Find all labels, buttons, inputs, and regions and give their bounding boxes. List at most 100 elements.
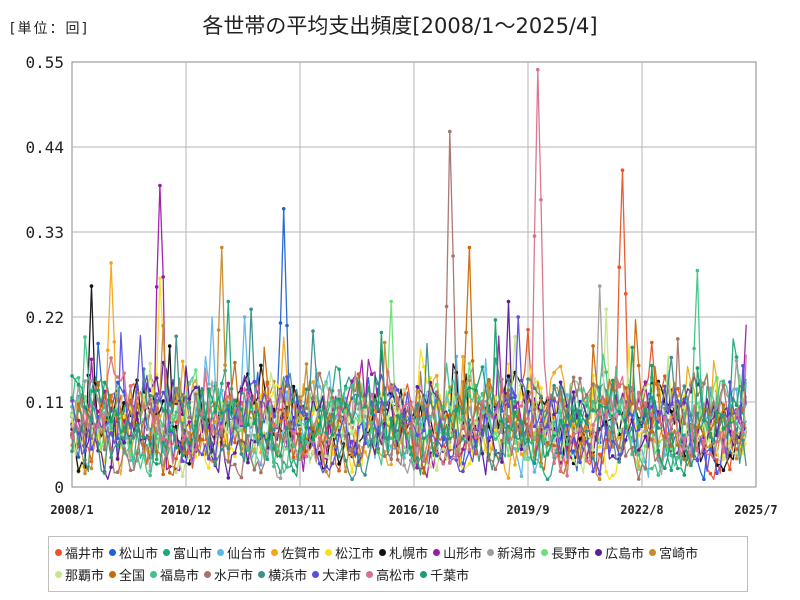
legend-label: 山形市 — [443, 546, 483, 562]
data-point — [620, 168, 625, 172]
data-point — [636, 390, 641, 395]
data-point — [597, 385, 602, 390]
legend-marker-icon — [433, 548, 441, 556]
data-point — [148, 442, 152, 446]
data-point — [689, 383, 693, 388]
data-point — [376, 421, 381, 426]
data-point — [317, 422, 322, 426]
data-point — [539, 464, 543, 469]
data-point — [324, 469, 328, 474]
data-point — [467, 394, 472, 398]
data-point — [337, 405, 341, 410]
data-point — [389, 299, 394, 304]
legend-label: 横浜市 — [268, 568, 308, 584]
data-point — [422, 436, 426, 441]
data-point — [461, 411, 465, 415]
data-point — [513, 399, 517, 404]
data-point — [578, 437, 582, 441]
data-point — [161, 360, 165, 365]
data-point — [265, 420, 270, 425]
data-point — [382, 454, 387, 459]
unit-label: [単位：回] — [10, 21, 89, 37]
data-point — [519, 378, 524, 383]
data-point — [158, 183, 162, 188]
legend-item: 大津市 — [312, 563, 361, 585]
data-point — [539, 198, 543, 202]
data-point — [415, 433, 420, 438]
data-point — [682, 436, 687, 441]
data-point — [708, 452, 713, 456]
data-point — [311, 423, 315, 428]
data-point — [441, 461, 446, 466]
data-point — [532, 408, 537, 412]
data-point — [317, 450, 322, 455]
data-point — [636, 363, 641, 368]
data-point — [519, 447, 524, 452]
data-point — [650, 430, 654, 434]
data-point — [115, 470, 120, 475]
data-point — [285, 465, 289, 469]
data-point — [435, 468, 439, 472]
data-point — [676, 416, 680, 420]
data-point — [487, 409, 491, 413]
data-point — [96, 341, 100, 346]
data-point — [500, 377, 504, 382]
data-point — [259, 363, 263, 368]
data-point — [343, 409, 348, 413]
data-point — [337, 397, 341, 402]
data-point — [506, 453, 511, 458]
legend-item: 富山市 — [163, 541, 212, 563]
data-point — [591, 448, 595, 452]
data-point — [350, 439, 354, 444]
data-point — [545, 396, 550, 400]
data-point — [721, 457, 726, 461]
data-point — [519, 432, 524, 437]
data-point — [96, 388, 100, 393]
data-point — [76, 382, 81, 387]
data-point — [213, 432, 218, 436]
data-point — [708, 444, 713, 448]
data-point — [252, 379, 257, 384]
data-point — [428, 465, 433, 469]
data-point — [161, 437, 165, 441]
data-point — [109, 465, 113, 470]
data-point — [428, 446, 433, 450]
data-point — [610, 407, 615, 412]
data-point — [304, 412, 309, 417]
data-point — [154, 376, 159, 380]
data-point — [154, 449, 159, 454]
data-point — [350, 384, 354, 388]
data-point — [220, 447, 224, 452]
x-tick-label: 2010/12 — [161, 503, 212, 517]
series-line — [70, 67, 747, 478]
y-tick-label: 0.22 — [25, 308, 64, 327]
data-point — [102, 393, 107, 398]
legend-label: 大津市 — [322, 568, 362, 584]
data-point — [246, 434, 250, 438]
data-point — [721, 403, 726, 407]
data-point — [650, 395, 654, 400]
legend-marker-icon — [109, 570, 117, 578]
data-point — [526, 416, 530, 421]
data-point — [265, 380, 270, 384]
data-point — [70, 374, 74, 378]
data-point — [246, 448, 250, 452]
data-point — [128, 426, 133, 430]
data-point — [382, 436, 387, 440]
data-point — [89, 416, 94, 420]
data-point — [102, 447, 107, 452]
series-path — [71, 130, 747, 480]
data-point — [83, 379, 87, 383]
data-point — [213, 410, 218, 414]
data-point — [656, 448, 661, 453]
data-point — [643, 407, 648, 412]
data-point — [395, 388, 400, 392]
data-point — [226, 446, 231, 451]
data-point — [356, 419, 361, 423]
legend-item: 長野市 — [541, 541, 590, 563]
data-point — [656, 416, 661, 420]
data-point — [343, 469, 348, 474]
data-point — [636, 407, 641, 411]
data-point — [513, 463, 517, 467]
legend-item: 佐賀市 — [271, 541, 320, 563]
